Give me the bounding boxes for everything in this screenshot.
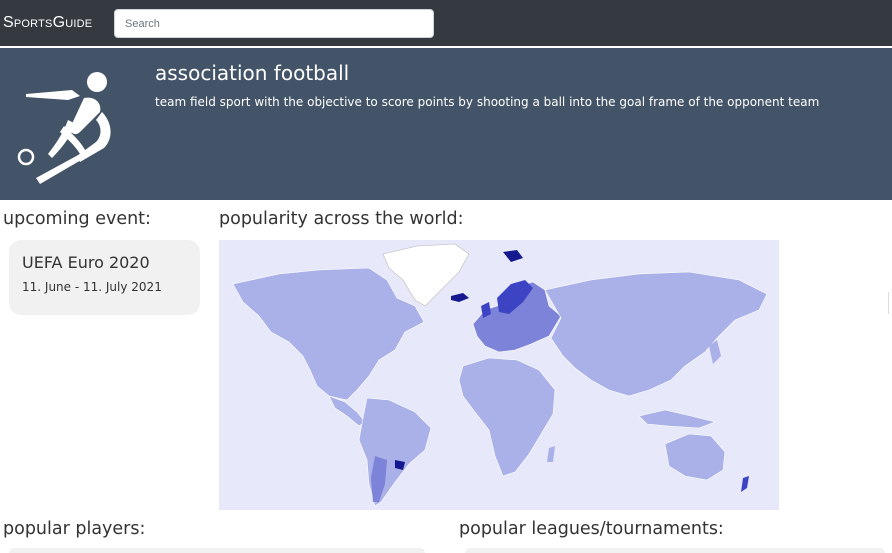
event-name: UEFA Euro 2020 [22, 253, 150, 272]
sport-title: association football [155, 61, 350, 85]
map-region-greenland [382, 243, 470, 307]
map-region-uruguay [395, 460, 405, 470]
map-region-asia [544, 271, 768, 397]
search-input[interactable] [114, 9, 434, 38]
map-region-japan [709, 340, 721, 364]
popular-players-heading: popular players: [3, 519, 146, 539]
map-region-madagascar [547, 446, 555, 462]
map-region-svalbard [503, 250, 523, 262]
map-region-argentina [371, 456, 387, 502]
popular-leagues-card [465, 548, 885, 553]
map-region-new-zealand [741, 476, 749, 492]
map-region-iceland [451, 293, 469, 302]
scroll-handle[interactable] [888, 292, 892, 314]
map-region-scandinavia [497, 280, 533, 314]
navbar: SportsGuide [0, 0, 892, 46]
football-player-icon [17, 72, 111, 184]
map-region-indonesia [638, 409, 717, 429]
world-choropleth-map[interactable] [219, 240, 779, 510]
sport-header: association football team field sport wi… [0, 48, 892, 200]
map-region-africa [458, 357, 556, 477]
upcoming-event-card[interactable]: UEFA Euro 2020 11. June - 11. July 2021 [9, 240, 200, 315]
map-region-uk [481, 302, 491, 318]
popular-leagues-heading: popular leagues/tournaments: [459, 519, 724, 539]
popularity-heading: popularity across the world: [219, 209, 464, 229]
map-region-north-america [232, 267, 425, 401]
brand-logo[interactable]: SportsGuide [3, 14, 93, 31]
upcoming-event-heading: upcoming event: [3, 209, 151, 229]
sport-description: team field sport with the objective to s… [155, 95, 820, 109]
world-map-svg [219, 240, 779, 510]
map-region-australia [664, 433, 726, 481]
popular-players-card [9, 548, 425, 553]
event-dates: 11. June - 11. July 2021 [22, 280, 162, 294]
